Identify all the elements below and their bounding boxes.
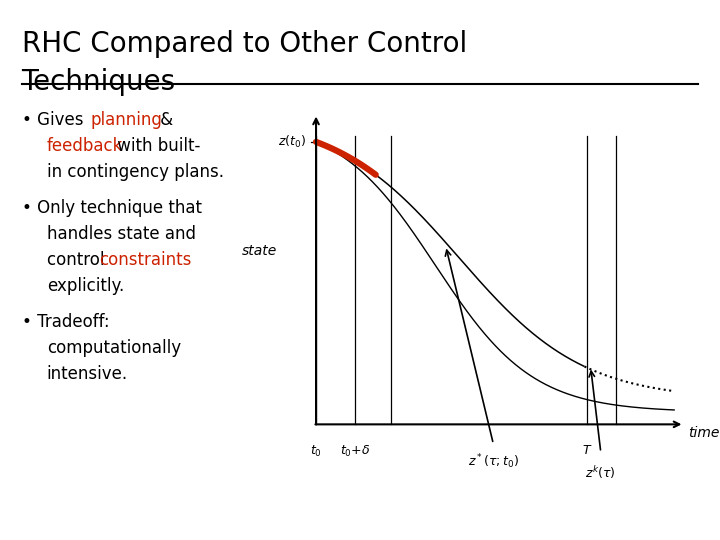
Text: • Only technique that: • Only technique that [22,199,202,217]
Text: $t_0{+}\delta$: $t_0{+}\delta$ [340,444,371,459]
Text: time: time [688,426,719,440]
Text: • Gives: • Gives [22,111,89,129]
Text: $z(t_0)$: $z(t_0)$ [278,134,306,150]
Text: in contingency plans.: in contingency plans. [47,163,224,180]
Text: RHC Compared to Other Control: RHC Compared to Other Control [22,30,467,58]
Text: control: control [47,251,109,269]
Text: handles state and: handles state and [47,225,196,243]
Text: Techniques: Techniques [22,68,176,96]
Text: intensive.: intensive. [47,364,128,383]
Text: explicitly.: explicitly. [47,276,124,295]
Text: constraints: constraints [99,251,192,269]
Text: • Tradeoff:: • Tradeoff: [22,313,109,331]
Text: state: state [242,244,277,258]
Text: with built-: with built- [112,137,200,154]
Text: $t_0$: $t_0$ [310,444,322,459]
Text: $z^*(\tau;t_0)$: $z^*(\tau;t_0)$ [468,453,519,471]
Text: feedback: feedback [47,137,123,154]
Text: &: & [155,111,173,129]
Text: $T$: $T$ [582,444,593,457]
Text: computationally: computationally [47,339,181,357]
Text: $z^k(\tau)$: $z^k(\tau)$ [585,464,616,481]
Text: planning: planning [90,111,162,129]
